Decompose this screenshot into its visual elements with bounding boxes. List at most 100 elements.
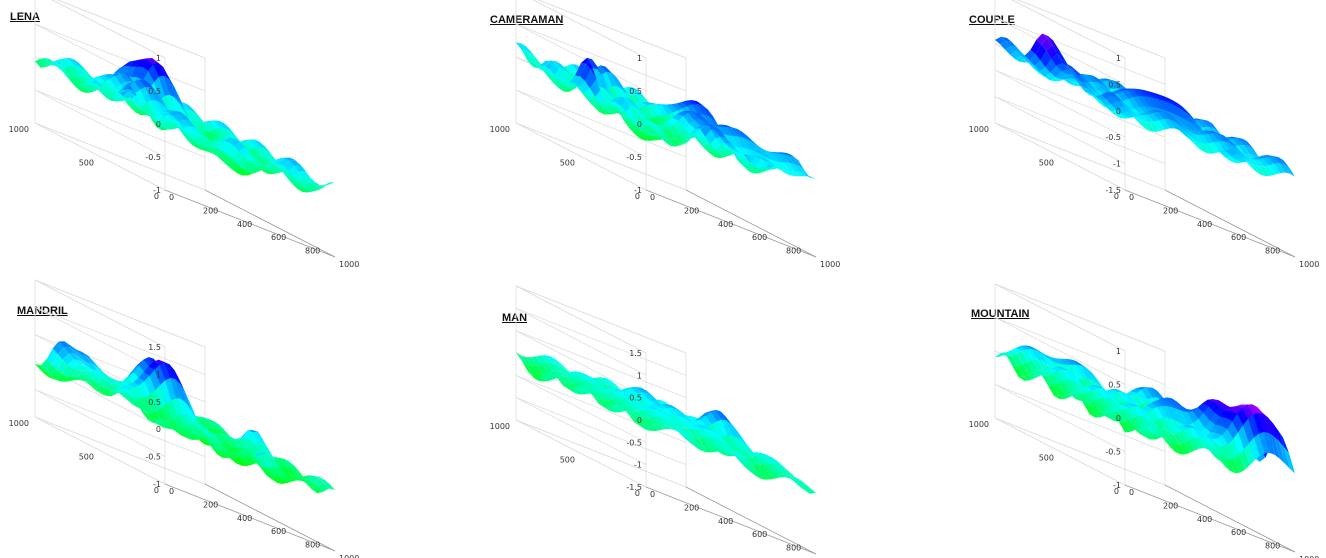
x-tick-label: 0 <box>169 487 174 496</box>
x-tick-label: 0 <box>1129 193 1134 202</box>
x-tick-label: 600 <box>271 233 286 242</box>
surface-panel-mandril: MANDRIL 1.510.50-0.5-1020040060080010001… <box>0 279 442 558</box>
x-tick-label: 600 <box>752 530 767 539</box>
z-tick-label: 1 <box>1116 347 1121 356</box>
x-tick-label: 200 <box>1163 206 1178 215</box>
x-tick-label: 1000 <box>820 260 840 269</box>
x-tick-label: 0 <box>650 490 655 499</box>
z-tick-label: 0 <box>1116 107 1121 116</box>
y-tick-label: 1000 <box>969 420 989 429</box>
z-tick-label: -0.5 <box>1105 133 1121 142</box>
y-tick-label: 500 <box>1039 159 1054 168</box>
axes-box <box>994 283 1166 486</box>
z-tick-label: -1 <box>153 480 161 489</box>
x-axis-line <box>1124 484 1296 553</box>
z-tick-label: -1.5 <box>1105 186 1121 195</box>
z-tick-label: -0.5 <box>145 453 161 462</box>
z-tick-label: -0.5 <box>626 438 642 447</box>
x-tick-label: 0 <box>650 193 655 202</box>
x-tick-label: 800 <box>1265 247 1280 256</box>
x-tick-label: 800 <box>786 247 801 256</box>
y-tick-label: 1000 <box>490 422 510 431</box>
x-tick-label: 400 <box>718 220 733 229</box>
z-tick-label: -0.5 <box>1105 448 1121 457</box>
z-tick-label: 0.5 <box>629 394 642 403</box>
panel-title: LENA <box>10 11 40 23</box>
y-axis-line <box>1164 189 1296 258</box>
z-tick-label: 1 <box>637 371 642 380</box>
x-tick-label: 800 <box>305 541 320 550</box>
y-tick-label: 500 <box>79 453 94 462</box>
y-axis-line <box>204 483 336 552</box>
x-tick-label: 1000 <box>1299 260 1319 269</box>
z-tick-label: 0.5 <box>148 398 161 407</box>
z-tick-label: 0.5 <box>1108 381 1121 390</box>
z-tick-label: 0 <box>156 425 161 434</box>
z-tick-label: 0 <box>637 416 642 425</box>
z-tick-label: 1.5 <box>629 349 642 358</box>
y-tick-label: 0 <box>635 489 640 498</box>
x-axis-line <box>645 486 817 555</box>
z-tick-label: 0 <box>1116 414 1121 423</box>
z-tick-label: 0.5 <box>629 87 642 96</box>
surface-mesh <box>995 33 1295 177</box>
x-tick-label: 1000 <box>339 260 359 269</box>
surface-mesh <box>35 341 335 494</box>
z-tick-label: -1 <box>634 186 642 195</box>
y-tick-label: 1000 <box>9 125 29 134</box>
x-tick-label: 400 <box>1197 220 1212 229</box>
z-tick-label: -1.5 <box>626 483 642 492</box>
z-tick-label: 0.5 <box>1108 80 1121 89</box>
surface-panel-cameraman: CAMERAMAN 1 0.5 0 -0.5 -1 0 200 400 600 800 1000 10… <box>481 0 923 279</box>
surface-panel-mountain: MOUNTAIN 10.50-0.5-102004006008001000100… <box>960 279 1326 558</box>
z-tick-label: 0 <box>156 120 161 129</box>
y-tick-label: 500 <box>1039 454 1054 463</box>
x-tick-label: 600 <box>1231 233 1246 242</box>
x-tick-label: 400 <box>1197 515 1212 524</box>
x-tick-label: 200 <box>684 206 699 215</box>
y-tick-label: 1000 <box>969 125 989 134</box>
y-tick-label: 500 <box>79 159 94 168</box>
x-tick-label: 600 <box>1231 528 1246 537</box>
z-tick-label: -1 <box>634 461 642 470</box>
x-axis-line <box>645 189 817 258</box>
x-tick-label: 600 <box>752 233 767 242</box>
x-tick-label: 0 <box>1129 488 1134 497</box>
z-tick-label: 1 <box>156 370 161 379</box>
z-tick-label: 1.5 <box>148 343 161 352</box>
z-tick-label: 1 <box>1116 54 1121 63</box>
x-tick-label: 800 <box>305 247 320 256</box>
x-tick-label: 200 <box>203 206 218 215</box>
x-tick-label: 1000 <box>1299 555 1319 558</box>
panel-title: COUPLE <box>969 14 1015 26</box>
panel-title: MOUNTAIN <box>971 308 1030 320</box>
z-tick-label: -0.5 <box>626 153 642 162</box>
x-tick-label: 0 <box>169 193 174 202</box>
surface-mesh <box>995 345 1295 474</box>
y-axis-line <box>204 189 336 258</box>
x-axis-line <box>164 189 336 258</box>
x-axis-line <box>164 483 336 552</box>
x-tick-label: 400 <box>718 517 733 526</box>
y-tick-label: 0 <box>635 192 640 201</box>
panel-title: MAN <box>502 312 528 324</box>
surface-plot: 1.510.50-0.5-1-1.50200400600800100010005… <box>490 285 841 558</box>
surface-mesh <box>516 352 816 494</box>
x-axis-line <box>1124 189 1296 258</box>
y-tick-label: 500 <box>560 159 575 168</box>
x-tick-label: 800 <box>786 544 801 553</box>
y-tick-label: 500 <box>560 456 575 465</box>
x-tick-label: 200 <box>203 500 218 509</box>
y-tick-label: 0 <box>154 192 159 201</box>
tick-labels: 1.510.50-0.5-1-1.50200400600800100010005… <box>490 349 841 558</box>
z-tick-label: -1 <box>153 186 161 195</box>
x-tick-label: 200 <box>684 503 699 512</box>
surface-mesh <box>35 58 335 193</box>
